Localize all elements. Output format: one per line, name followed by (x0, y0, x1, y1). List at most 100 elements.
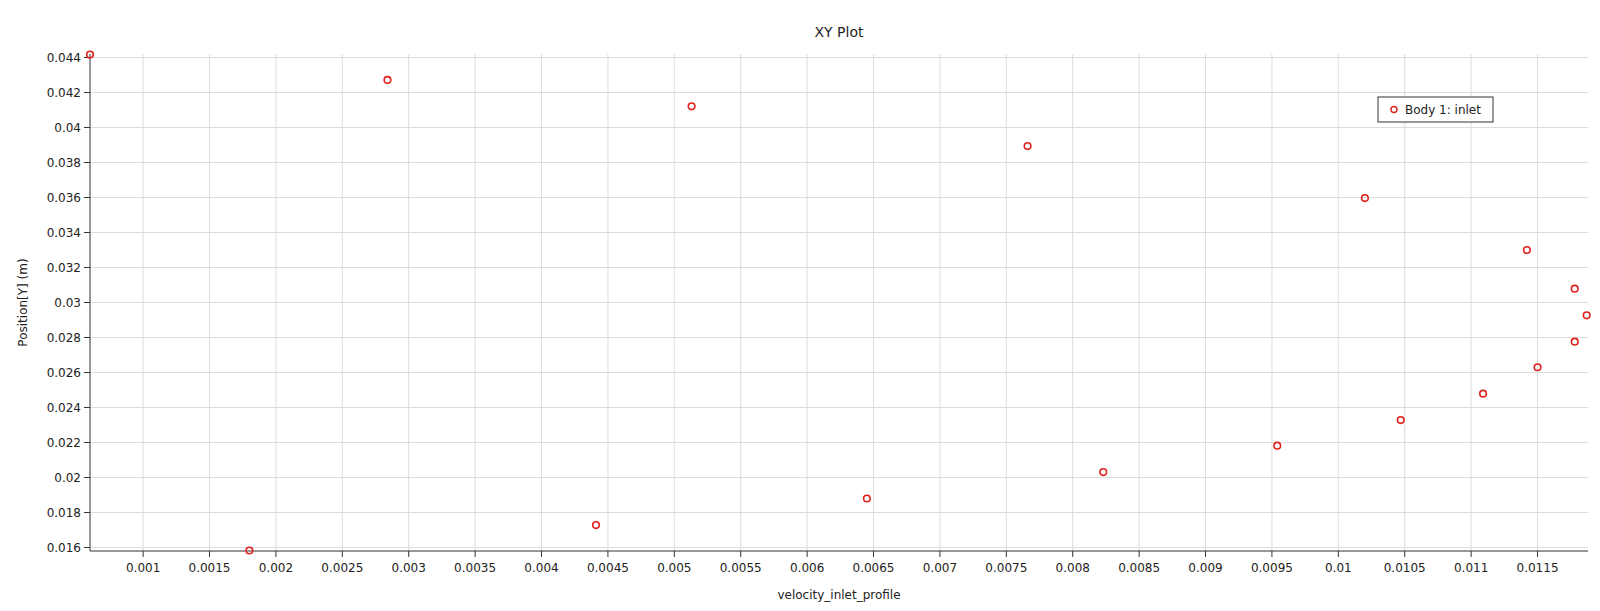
point (87, 51, 94, 58)
x-tick-label: 0.008 (1056, 561, 1090, 575)
x-tick (1072, 551, 1073, 557)
x-tick-label: 0.002 (259, 561, 293, 575)
point (246, 547, 253, 554)
x-tick-label: 0.006 (790, 561, 824, 575)
x-tick (541, 551, 542, 557)
x-tick-label: 0.007 (923, 561, 957, 575)
x-tick-label: 0.0105 (1384, 561, 1426, 575)
x-tick-label: 0.0025 (321, 561, 363, 575)
point (688, 103, 695, 110)
point (1274, 442, 1281, 449)
point (1480, 390, 1487, 397)
x-tick-label: 0.01 (1325, 561, 1352, 575)
x-tick (740, 551, 741, 557)
point (1571, 338, 1578, 345)
x-tick (475, 551, 476, 557)
x-tick-label: 0.0085 (1118, 561, 1160, 575)
y-tick (84, 267, 90, 268)
x-tick-label: 0.0115 (1517, 561, 1559, 575)
x-tick (342, 551, 343, 557)
y-tick (84, 232, 90, 233)
x-tick (939, 551, 940, 557)
x-tick-label: 0.0015 (189, 561, 231, 575)
point (384, 77, 391, 84)
y-grid-line (90, 337, 1588, 338)
y-tick (84, 372, 90, 373)
x-axis-label: velocity_inlet_profile (777, 588, 900, 602)
point (1100, 469, 1107, 476)
y-grid-line (90, 407, 1588, 408)
x-tick (1205, 551, 1206, 557)
x-tick (1271, 551, 1272, 557)
x-tick-label: 0.0065 (853, 561, 895, 575)
y-tick (84, 547, 90, 548)
legend-label: Body 1: inlet (1405, 103, 1481, 117)
y-tick-label: 0.026 (47, 366, 81, 380)
title: XY Plot (815, 24, 864, 40)
x-tick (1471, 551, 1472, 557)
x-tick (1139, 551, 1140, 557)
y-grid-line (90, 372, 1588, 373)
plot-area (87, 51, 1590, 554)
x-tick-label: 0.0075 (985, 561, 1027, 575)
y-tick (84, 197, 90, 198)
y-grid-line (90, 92, 1588, 93)
y-tick (84, 442, 90, 443)
y-tick-label: 0.042 (47, 86, 81, 100)
point (1362, 195, 1369, 202)
x-tick (1006, 551, 1007, 557)
point (864, 495, 871, 502)
x-tick-label: 0.0055 (720, 561, 762, 575)
x-tick (1338, 551, 1339, 557)
x-tick-label: 0.009 (1188, 561, 1222, 575)
y-tick-label: 0.032 (47, 261, 81, 275)
y-tick-label: 0.016 (47, 541, 81, 555)
y-tick (84, 337, 90, 338)
x-tick-label: 0.005 (657, 561, 691, 575)
x-tick-label: 0.0035 (454, 561, 496, 575)
y-tick-label: 0.044 (47, 51, 81, 65)
y-grid-line (90, 127, 1588, 128)
grid (90, 54, 1588, 551)
x-tick (1404, 551, 1405, 557)
y-tick-label: 0.036 (47, 191, 81, 205)
x-tick (674, 551, 675, 557)
point (1534, 364, 1541, 371)
y-tick (84, 127, 90, 128)
y-axis-label: Position[Y] (m) (16, 258, 30, 346)
y-tick-label: 0.03 (54, 296, 81, 310)
x-tick (607, 551, 608, 557)
y-grid-line (90, 547, 1588, 548)
point (593, 522, 600, 529)
y-tick-label: 0.04 (54, 121, 81, 135)
y-grid-line (90, 302, 1588, 303)
y-tick-label: 0.02 (54, 471, 81, 485)
point (1583, 312, 1590, 319)
y-grid-line (90, 267, 1588, 268)
x-tick (873, 551, 874, 557)
y-tick-label: 0.034 (47, 226, 81, 240)
x-tick-label: 0.011 (1454, 561, 1488, 575)
y-tick (84, 407, 90, 408)
y-tick-label: 0.018 (47, 506, 81, 520)
x-axis (90, 551, 1588, 552)
x-tick-label: 0.001 (126, 561, 160, 575)
y-tick (84, 302, 90, 303)
x-tick (1537, 551, 1538, 557)
y-tick (84, 512, 90, 513)
point (1024, 143, 1031, 150)
y-tick-label: 0.022 (47, 436, 81, 450)
x-tick-label: 0.004 (524, 561, 558, 575)
legend: Body 1: inlet (1378, 97, 1493, 122)
x-tick-label: 0.003 (392, 561, 426, 575)
point (1524, 247, 1531, 254)
x-tick-label: 0.0045 (587, 561, 629, 575)
y-tick (84, 162, 90, 163)
x-tick (275, 551, 276, 557)
y-grid-line (90, 197, 1588, 198)
y-grid-line (90, 57, 1588, 58)
axes: 0.001 0.0015 0.002 0.0025 0.003 0.0035 0.004 0.… (47, 51, 1559, 576)
legend-marker (1391, 107, 1397, 113)
y-tick (84, 477, 90, 478)
y-grid-line (90, 232, 1588, 233)
